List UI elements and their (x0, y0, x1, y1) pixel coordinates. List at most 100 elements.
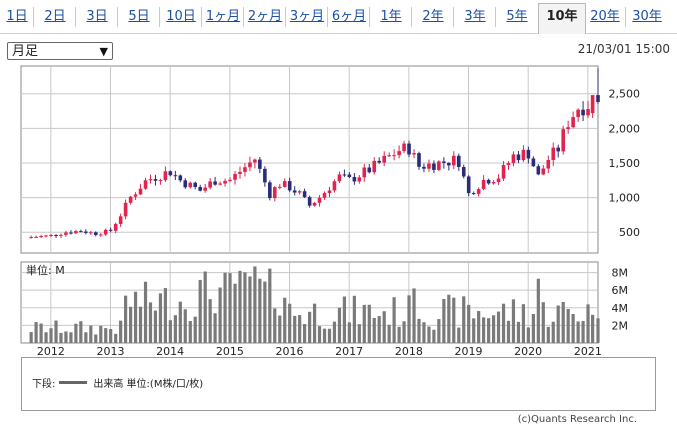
volume-bar (506, 320, 511, 343)
volume-bar (198, 279, 202, 343)
x-tick-label: 2016 (276, 345, 304, 357)
candle-body (292, 190, 297, 193)
volume-bar (511, 299, 516, 343)
candle-body (98, 234, 103, 236)
tab-9[interactable]: 6ヶ月 (331, 9, 367, 24)
tab-separator (159, 7, 160, 27)
volume-bar (114, 333, 118, 343)
chevron-down-icon: ▼ (99, 45, 108, 58)
volume-bar (158, 293, 163, 343)
volume-bar (129, 306, 133, 343)
candle-body (54, 234, 58, 236)
candle-body (168, 171, 173, 176)
tab-3[interactable]: 3日 (86, 9, 108, 24)
tab-16[interactable]: 30年 (632, 9, 662, 24)
volume-bar (213, 313, 217, 343)
volume-bar (173, 315, 177, 343)
volume-bar (407, 295, 411, 343)
volume-bar (521, 304, 526, 343)
volume-bar (591, 314, 595, 343)
candle-body (193, 182, 198, 187)
tab-2[interactable]: 2日 (44, 9, 66, 24)
volume-bar (104, 328, 108, 343)
candle-body (89, 232, 93, 234)
candle-body (282, 181, 287, 187)
legend-volume-label: 出来高 単位:(M株/口/枚) (93, 379, 204, 390)
volume-bar (218, 287, 222, 343)
volume-bar (372, 317, 376, 343)
price-tick-label: 2,000 (609, 122, 641, 135)
candle-body (422, 166, 426, 169)
tab-separator (243, 7, 244, 27)
volume-bar (362, 304, 366, 343)
tab-8[interactable]: 3ヶ月 (289, 9, 325, 24)
volume-bar (367, 304, 371, 343)
volume-bar (387, 324, 391, 343)
volume-bar (347, 322, 351, 343)
tab-4[interactable]: 5日 (128, 9, 150, 24)
tab-7[interactable]: 2ヶ月 (247, 9, 283, 24)
volume-bar (342, 296, 347, 343)
candle-body (581, 109, 585, 116)
volume-bar (99, 325, 103, 343)
price-tick-label: 500 (619, 226, 640, 239)
candle-body (297, 191, 302, 193)
candle-body (59, 234, 63, 236)
tab-1[interactable]: 1日 (6, 9, 28, 24)
x-tick-label: 2014 (156, 345, 184, 357)
volume-bar (377, 316, 381, 343)
volume-bar (153, 310, 158, 343)
candle-body (103, 229, 108, 235)
volume-bar (64, 331, 68, 343)
volume-bar (397, 326, 401, 343)
volume-bar (477, 311, 481, 343)
candle-body (317, 197, 322, 203)
stock-chart: 500 1,000 1,500 2,000 2,500 2M 4M 6M 8M 2012 2013 2… (20, 65, 641, 357)
volume-tick-label: 4M (612, 302, 629, 315)
tab-6[interactable]: 1ヶ月 (205, 9, 241, 24)
x-tick-label: 2012 (37, 345, 65, 357)
x-tick-label: 2013 (97, 345, 125, 357)
candle-body (223, 180, 227, 184)
volume-bar (556, 305, 560, 343)
volume-bar (402, 321, 406, 343)
candle-body (377, 160, 381, 163)
candle-body (243, 167, 247, 172)
tab-14[interactable]: 10年 (538, 3, 586, 34)
candle-body (337, 174, 342, 182)
candle-body (208, 181, 212, 188)
candle-body (118, 216, 123, 224)
volume-bar (322, 328, 327, 343)
tab-12[interactable]: 3年 (464, 9, 486, 24)
volume-bar (337, 307, 342, 343)
candle-body (352, 177, 357, 182)
candle-body (44, 235, 48, 237)
candle-body (158, 180, 163, 182)
candle-body (253, 159, 257, 163)
candle-body (258, 159, 262, 169)
candle-body (148, 179, 153, 181)
volume-bar (208, 299, 212, 343)
tab-5[interactable]: 10日 (166, 9, 196, 24)
interval-select[interactable]: 月足 ▼ (7, 42, 113, 60)
candle-body (39, 236, 43, 238)
volume-bar (79, 321, 83, 343)
candle-body (501, 165, 506, 179)
tab-11[interactable]: 2年 (422, 9, 444, 24)
price-tick-label: 2,500 (609, 88, 641, 101)
tab-13[interactable]: 5年 (506, 9, 528, 24)
price-panel (20, 65, 599, 254)
volume-bar (109, 329, 113, 343)
candle-body (521, 149, 526, 161)
tab-10[interactable]: 1年 (380, 9, 402, 24)
candle-body (163, 171, 168, 181)
volume-bar (501, 303, 506, 343)
candle-body (586, 109, 590, 116)
candle-body (412, 153, 416, 155)
candle-body (347, 174, 352, 178)
volume-bar (482, 317, 486, 343)
tab-15[interactable]: 20年 (590, 9, 620, 24)
volume-tick-label: 8M (612, 267, 629, 280)
tab-separator (453, 7, 454, 27)
candle-body (466, 176, 471, 194)
